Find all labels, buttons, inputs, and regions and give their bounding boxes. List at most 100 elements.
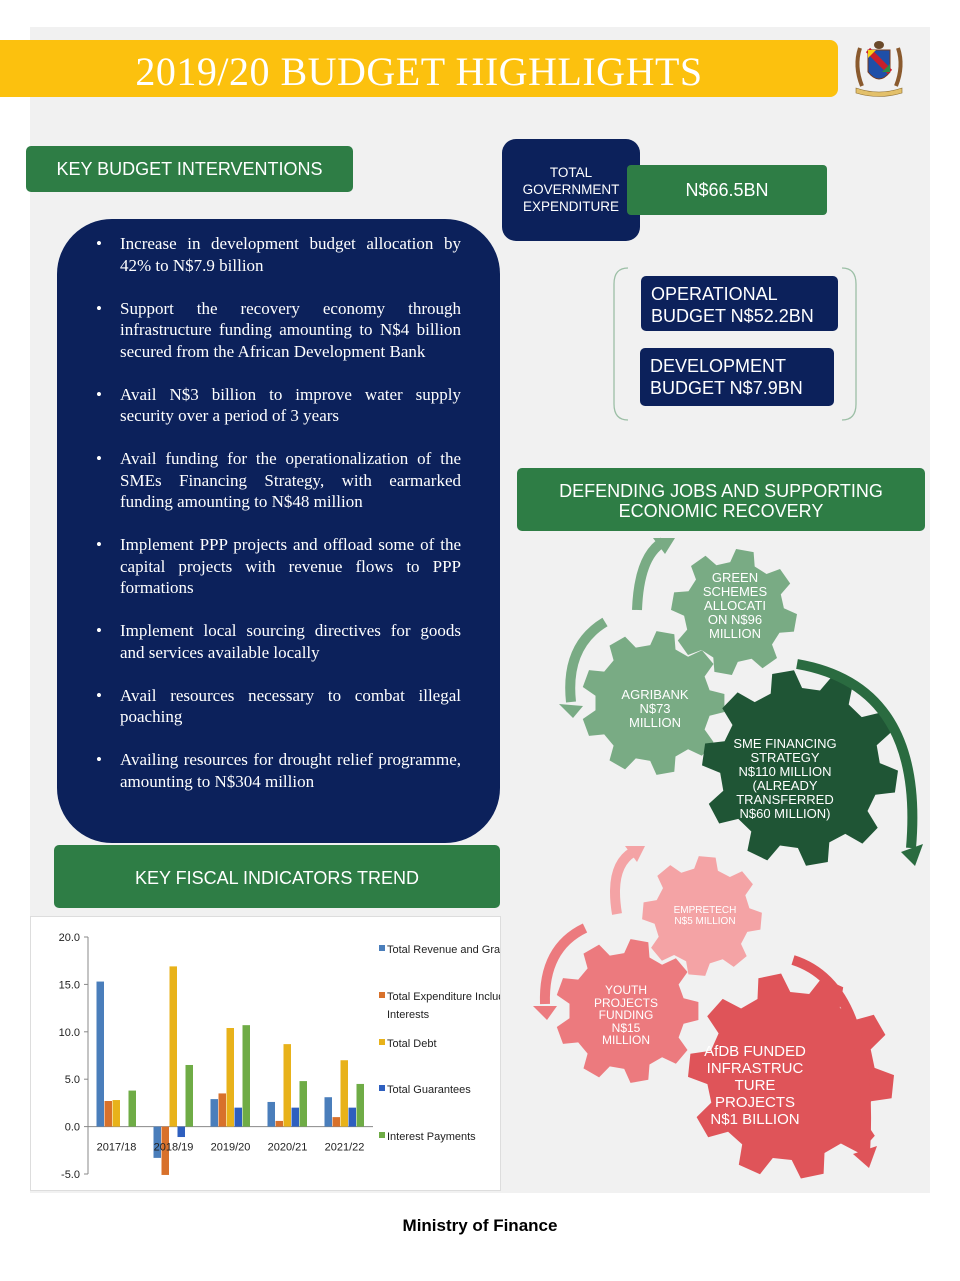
legend-swatch — [379, 1132, 385, 1138]
arrow-icon — [796, 659, 918, 849]
arrow-icon — [565, 617, 608, 703]
coat-of-arms-icon — [855, 41, 903, 97]
bar — [348, 1107, 356, 1127]
arrow-icon — [610, 847, 636, 915]
operational-budget-label: BUDGET N$52.2BN — [651, 306, 814, 326]
operational-budget-box: OPERATIONAL BUDGET N$52.2BN — [641, 276, 838, 331]
arrow-icon — [901, 844, 923, 866]
arrow-icon — [625, 846, 645, 862]
gear-label-sme-financing: SME FINANCING STRATEGY N$110 MILLION (ALREA… — [733, 736, 837, 821]
total-expenditure-label: GOVERNMENT — [522, 182, 620, 197]
bar — [283, 1044, 291, 1127]
arrow-icon — [533, 1006, 557, 1020]
y-tick-label: 20.0 — [59, 932, 80, 944]
key-interventions-heading-box: KEY BUDGET INTERVENTIONS — [26, 146, 353, 192]
bar — [96, 981, 104, 1127]
fiscal-chart-frame: 20.0 15.0 10.0 5.0 0.0 -5.0 2017/18 2018/19 2019… — [30, 916, 520, 1191]
gear-shape — [671, 549, 797, 675]
arrow-icon — [559, 704, 583, 718]
gear-shape — [556, 939, 699, 1083]
x-tick-label: 2019/20 — [211, 1142, 251, 1154]
y-tick-label: 0.0 — [65, 1122, 80, 1134]
fiscal-heading-box: KEY FISCAL INDICATORS TREND — [54, 845, 500, 908]
arrow-icon — [653, 538, 675, 554]
legend-label: Interests — [387, 1009, 430, 1021]
arrow-icon — [539, 923, 588, 1005]
key-interventions-heading: KEY BUDGET INTERVENTIONS — [56, 159, 323, 179]
x-tick-label: 2017/18 — [97, 1142, 137, 1154]
x-tick-label: 2021/22 — [325, 1142, 365, 1154]
arrow-icon — [853, 1146, 877, 1168]
bar — [324, 1097, 332, 1127]
arrow-icon — [791, 955, 872, 1153]
gears-diagram — [533, 537, 923, 1179]
list-item: Avail resources necessary to combat ille… — [96, 685, 461, 728]
bar — [128, 1090, 136, 1127]
bar — [153, 1126, 161, 1158]
title-banner — [0, 40, 838, 97]
bar — [242, 1025, 250, 1127]
bar — [275, 1120, 283, 1127]
list-item: Support the recovery economy through inf… — [96, 298, 461, 363]
gear-shape — [642, 856, 762, 976]
gear-shape — [702, 670, 898, 866]
legend-swatch — [379, 1085, 385, 1091]
legend-swatch — [379, 992, 385, 998]
y-tick-label: 5.0 — [65, 1074, 80, 1086]
bar — [267, 1101, 275, 1127]
y-tick-label: 10.0 — [59, 1027, 80, 1039]
y-tick-label: -5.0 — [61, 1169, 80, 1181]
bar — [356, 1083, 364, 1127]
total-expenditure-value: N$66.5BN — [627, 165, 827, 215]
development-budget-label: BUDGET N$7.9BN — [650, 378, 803, 398]
page-title: 2019/20 BUDGET HIGHLIGHTS — [135, 49, 703, 94]
list-item: Availing resources for drought relief pr… — [96, 749, 461, 792]
legend-label: Total Guarantees — [387, 1084, 471, 1096]
bar — [218, 1093, 226, 1127]
development-budget-box: DEVELOPMENT BUDGET N$7.9BN — [640, 348, 834, 406]
gear-label-green-schemes: GREEN SCHEMES ALLOCATI ON N$96 MILLION — [702, 570, 768, 641]
fiscal-chart: 20.0 15.0 10.0 5.0 0.0 -5.0 2017/18 2018/19 2019… — [59, 932, 520, 1181]
gear-shape — [688, 973, 894, 1179]
interventions-list: Increase in development budget allocatio… — [96, 233, 461, 814]
gear-label-empretech: EMPRETECH N$5 MILLION — [673, 905, 737, 927]
jobs-heading: ECONOMIC RECOVERY — [618, 501, 824, 521]
gear-label-afdb: AfDB FUNDED INFRASTRUC TURE PROJECTS N$1 BIL… — [704, 1043, 806, 1128]
legend-label: Interest Payments — [387, 1131, 476, 1143]
list-item: Implement PPP projects and offload some … — [96, 534, 461, 599]
list-item: Avail N$3 billion to improve water suppl… — [96, 384, 461, 427]
legend-label: Total Expenditure Including — [387, 991, 500, 1003]
jobs-heading-box: DEFENDING JOBS AND SUPPORTING ECONOMIC R… — [517, 468, 925, 531]
budget-bracket — [613, 267, 857, 421]
legend-label: Total Debt — [387, 1038, 437, 1050]
jobs-heading: DEFENDING JOBS AND SUPPORTING — [559, 481, 883, 501]
total-expenditure-label: EXPENDITURE — [522, 199, 620, 214]
bar — [332, 1117, 340, 1127]
bar — [210, 1099, 218, 1127]
bar — [177, 1126, 185, 1138]
bar — [340, 1060, 348, 1127]
bar — [161, 1126, 169, 1175]
total-expenditure-label: TOTAL — [549, 165, 593, 180]
fiscal-heading: KEY FISCAL INDICATORS TREND — [134, 868, 420, 888]
gear-shape — [582, 631, 725, 775]
legend-swatch — [379, 1039, 385, 1045]
bar — [112, 1100, 120, 1127]
bar — [234, 1107, 242, 1127]
bar — [291, 1107, 299, 1127]
bar — [169, 966, 177, 1127]
bar — [104, 1101, 112, 1127]
bar — [299, 1081, 307, 1127]
x-tick-label: 2020/21 — [268, 1142, 308, 1154]
bar — [185, 1064, 193, 1127]
list-item: Increase in development budget allocatio… — [96, 233, 461, 276]
list-item: Avail funding for the operationalization… — [96, 448, 461, 513]
x-tick-label: 2018/19 — [154, 1142, 194, 1154]
bar — [226, 1028, 234, 1127]
gear-label-agribank: AGRIBANK N$73 MILLION — [621, 687, 689, 730]
total-expenditure-label-box: TOTAL GOVERNMENT EXPENDITURE — [502, 139, 640, 241]
legend-label: Total Revenue and Grants — [387, 944, 500, 956]
list-item: Implement local sourcing directives for … — [96, 620, 461, 663]
arrow-icon — [632, 537, 666, 611]
y-tick-label: 15.0 — [59, 979, 80, 991]
